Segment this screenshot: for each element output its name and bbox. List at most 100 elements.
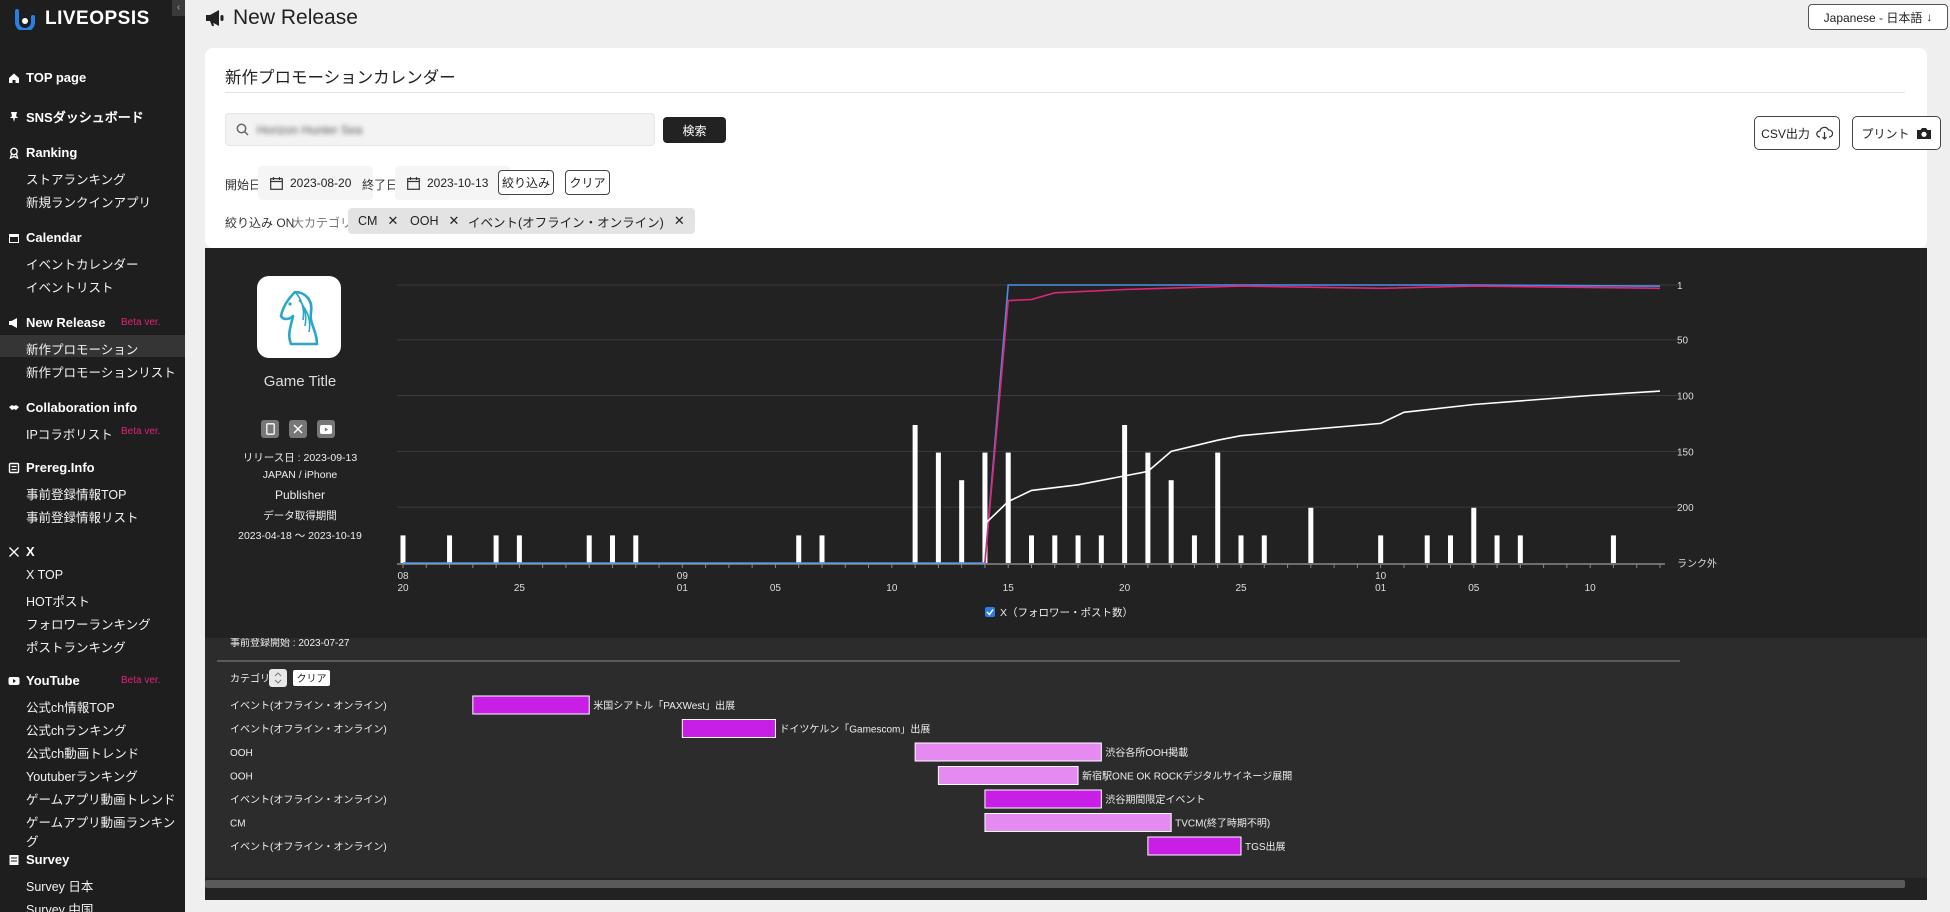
- logo[interactable]: LIVEOPSIS: [14, 8, 150, 30]
- data-bar: [912, 425, 918, 563]
- sidebar-section-label: X: [26, 544, 35, 559]
- chip-event[interactable]: イベント(オフライン・オンライン) ✕: [458, 208, 695, 234]
- sidebar-item[interactable]: フォロワーランキング: [26, 618, 151, 632]
- gantt-bar[interactable]: [681, 719, 776, 738]
- language-select[interactable]: Japanese - 日本語 ↓: [1808, 4, 1948, 30]
- sidebar-section-label: Calendar: [26, 230, 82, 245]
- sidebar-section-4[interactable]: Calendar: [8, 230, 82, 245]
- sidebar-item[interactable]: ストアランキング: [26, 173, 126, 187]
- data-bar: [1517, 535, 1523, 563]
- category-clear-button[interactable]: クリア: [293, 670, 330, 686]
- sidebar-item[interactable]: 新規ランクインアプリ: [26, 196, 152, 210]
- calendar-icon: [270, 176, 283, 190]
- page-title-text: New Release: [233, 6, 358, 29]
- filter-button[interactable]: 絞り込み: [498, 170, 554, 195]
- sidebar-item[interactable]: ポストランキング: [26, 641, 126, 655]
- clear-button[interactable]: クリア: [565, 170, 610, 195]
- rank-tick-label: 100: [1677, 392, 1694, 403]
- x-tick-label: 10: [886, 583, 898, 594]
- search-button[interactable]: 検索: [663, 117, 726, 143]
- chip-label: イベント(オフライン・オンライン): [468, 215, 664, 230]
- home-icon: [9, 73, 19, 83]
- data-bar: [1424, 535, 1430, 563]
- data-bar: [982, 452, 988, 563]
- search-input[interactable]: Horizon Hunter Sea: [225, 113, 655, 146]
- sidebar-section-5[interactable]: New Release: [8, 315, 106, 330]
- sort-button-bg[interactable]: [269, 669, 287, 687]
- data-bar: [1215, 452, 1221, 563]
- sidebar-item[interactable]: HOTポスト: [26, 595, 90, 609]
- arrow-down-icon: ↓: [1926, 10, 1933, 24]
- game-title: Game Title: [263, 373, 337, 390]
- end-date-input[interactable]: 2023-10-13: [395, 166, 510, 200]
- gantt-bar[interactable]: [472, 695, 590, 715]
- sidebar-item[interactable]: 事前登録情報TOP: [26, 488, 127, 502]
- series-line-1: [403, 284, 1661, 564]
- sidebar-item[interactable]: イベントカレンダー: [26, 258, 139, 272]
- x-logo-icon[interactable]: [289, 420, 307, 438]
- data-bar: [1471, 507, 1477, 563]
- sidebar-collapse-button[interactable]: ‹: [172, 0, 185, 16]
- gantt-bar[interactable]: [984, 813, 1172, 832]
- remove-icon[interactable]: ✕: [673, 213, 685, 228]
- rank-tick-label: 50: [1677, 336, 1689, 347]
- sidebar-section-label: SNSダッシュボード: [26, 110, 144, 125]
- sidebar-item[interactable]: 公式ch動画トレンド: [26, 747, 140, 761]
- sidebar-section-6[interactable]: Collaboration info: [8, 400, 137, 415]
- sidebar-item[interactable]: ゲームアプリ動画トレンド: [26, 793, 176, 807]
- calendar-icon: [9, 233, 19, 243]
- data-bar: [819, 535, 825, 563]
- chip-cm[interactable]: CM ✕: [348, 208, 409, 234]
- camera-icon: [1916, 127, 1931, 139]
- chart-legend[interactable]: X（フォロワー・ポスト数）: [985, 606, 1133, 619]
- register-icon: [8, 462, 20, 473]
- gantt-bar[interactable]: [937, 766, 1079, 785]
- gantt-bar[interactable]: [984, 789, 1102, 809]
- print-button[interactable]: プリント: [1852, 116, 1941, 150]
- sidebar-item[interactable]: Survey 日本: [26, 880, 94, 894]
- sidebar-item[interactable]: 公式ch情報TOP: [26, 701, 115, 715]
- sidebar-item[interactable]: IPコラボリスト: [26, 428, 113, 442]
- gantt-bar[interactable]: [914, 742, 1102, 762]
- sidebar-section-2[interactable]: SNSダッシュボード: [8, 107, 144, 126]
- sidebar-section-10[interactable]: Survey: [8, 852, 69, 867]
- sidebar-item[interactable]: ゲームアプリ動画ランキング: [26, 816, 176, 849]
- sidebar-section-3[interactable]: Ranking: [8, 145, 77, 160]
- gantt-bar[interactable]: [1147, 836, 1242, 856]
- youtube-icon[interactable]: [317, 420, 335, 438]
- sidebar-section-9[interactable]: YouTube: [8, 673, 80, 688]
- sidebar-item[interactable]: Youtuberランキング: [26, 770, 138, 784]
- calendar-icon: [407, 176, 420, 190]
- csv-export-button[interactable]: CSV出力: [1754, 116, 1840, 150]
- mobile-icon[interactable]: [261, 420, 279, 438]
- sidebar-section-8[interactable]: X: [8, 544, 35, 559]
- sidebar: LIVEOPSIS ‹ TOP page SNSダッシュボード Ranking ストア…: [0, 0, 185, 912]
- sidebar-item[interactable]: X TOP: [26, 568, 64, 582]
- gantt-category: CM: [230, 819, 246, 830]
- sort-button[interactable]: [269, 669, 287, 687]
- sidebar-item[interactable]: 事前登録情報リスト: [26, 511, 139, 525]
- data-bar: [1005, 452, 1011, 563]
- sidebar-item[interactable]: Survey 中国: [26, 903, 94, 912]
- sidebar-section-7[interactable]: Prereg.Info: [8, 460, 95, 475]
- sidebar-item[interactable]: 新作プロモーション: [26, 343, 139, 357]
- sidebar-item[interactable]: イベントリスト: [26, 281, 114, 295]
- horizontal-scrollbar[interactable]: [205, 880, 1905, 888]
- language-label: Japanese - 日本語: [1823, 10, 1923, 25]
- check-icon: [986, 609, 994, 616]
- remove-icon[interactable]: ✕: [387, 213, 399, 228]
- remove-icon[interactable]: ✕: [448, 213, 460, 228]
- gantt-label: 新宿駅ONE OK ROCKデジタルサイネージ展開: [1082, 770, 1292, 783]
- sidebar-item[interactable]: 公式chランキング: [26, 724, 127, 738]
- release-date: リリース日 : 2023-09-13: [242, 452, 358, 464]
- start-date-input[interactable]: 2023-08-20: [258, 166, 373, 200]
- sidebar-section-label: Prereg.Info: [26, 460, 95, 475]
- chip-ooh[interactable]: OOH ✕: [400, 208, 470, 234]
- data-bar: [516, 535, 522, 563]
- sidebar-section-1[interactable]: TOP page: [8, 70, 86, 85]
- legend-checkbox[interactable]: [985, 607, 995, 617]
- gantt-category: イベント(オフライン・オンライン): [230, 724, 387, 736]
- clear-button-bg[interactable]: [293, 670, 330, 686]
- data-bar: [1052, 535, 1058, 563]
- sidebar-item[interactable]: 新作プロモーションリスト: [26, 366, 176, 380]
